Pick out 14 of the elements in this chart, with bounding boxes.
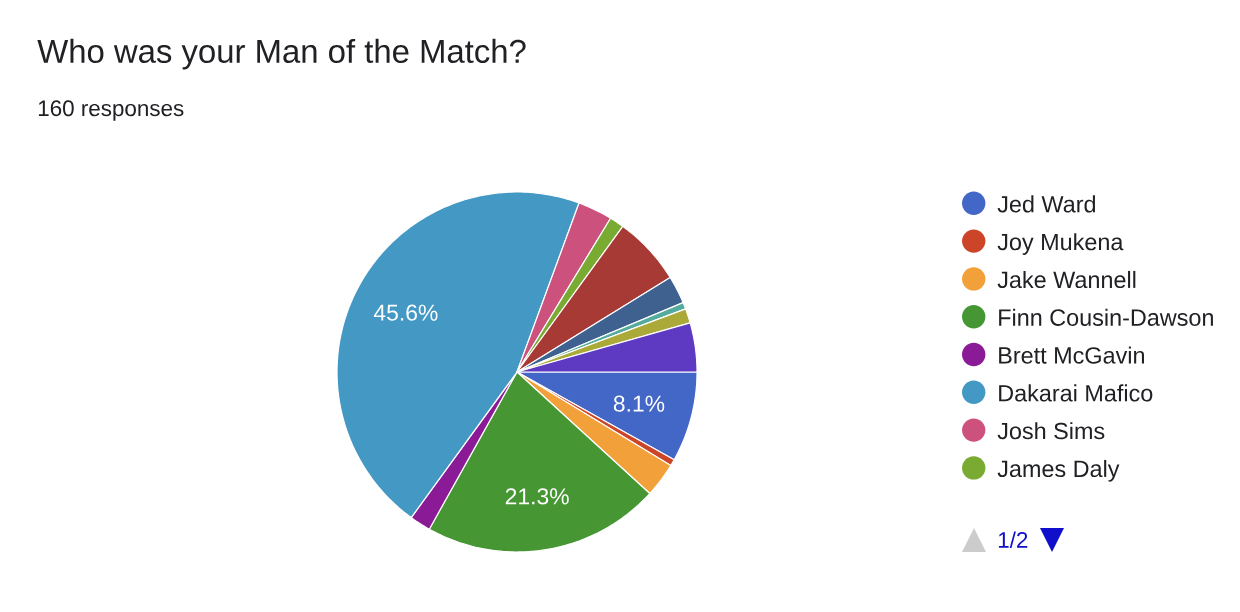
legend-label: James Daly bbox=[997, 459, 1120, 482]
legend-label: Joy Mukena bbox=[997, 233, 1124, 255]
legend-label: Jake Wannell bbox=[997, 270, 1136, 289]
data-label: 8.1% bbox=[613, 395, 665, 412]
text: 160 responses bbox=[38, 100, 184, 121]
data-label: 45.6% bbox=[373, 304, 438, 321]
chart-title: Who was your Man of the Match? bbox=[37, 38, 526, 70]
data-label: 21.3% bbox=[505, 488, 569, 505]
legend-label: Dakarai Mafico bbox=[999, 384, 1153, 402]
legend-label: Finn Cousin-Dawson bbox=[999, 308, 1213, 326]
text: 1/2 bbox=[998, 531, 1028, 548]
legend-label: Jed Ward bbox=[997, 195, 1096, 213]
legend-label: Josh Sims bbox=[997, 422, 1105, 440]
legend-label: Brett McGavin bbox=[999, 346, 1144, 364]
